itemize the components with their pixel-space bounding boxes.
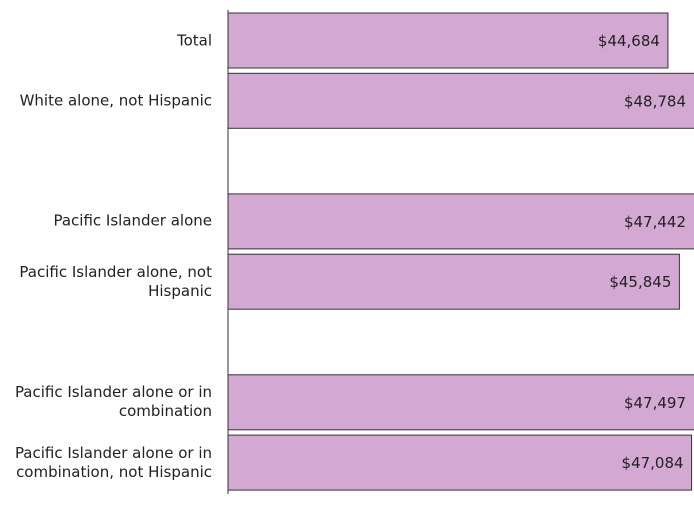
category-label: White alone, not Hispanic bbox=[19, 91, 212, 110]
category-label: Pacific Islander alone bbox=[53, 211, 212, 230]
value-label: $47,497 bbox=[624, 394, 686, 412]
category-label: Pacific Islander alone or in combination bbox=[14, 383, 212, 421]
bar bbox=[227, 72, 694, 129]
value-label: $48,784 bbox=[624, 92, 686, 110]
bar bbox=[227, 12, 669, 69]
bar bbox=[227, 434, 693, 491]
value-label: $47,084 bbox=[622, 454, 684, 472]
category-label: Pacific Islander alone or in combination… bbox=[14, 443, 212, 481]
bar bbox=[227, 374, 694, 431]
bar bbox=[227, 193, 694, 250]
category-label: Pacific Islander alone, not Hispanic bbox=[19, 262, 212, 300]
value-label: $47,442 bbox=[624, 213, 686, 231]
category-label: Total bbox=[176, 31, 212, 49]
value-label: $44,684 bbox=[598, 32, 660, 50]
bar bbox=[227, 253, 680, 310]
value-label: $45,845 bbox=[609, 273, 671, 291]
